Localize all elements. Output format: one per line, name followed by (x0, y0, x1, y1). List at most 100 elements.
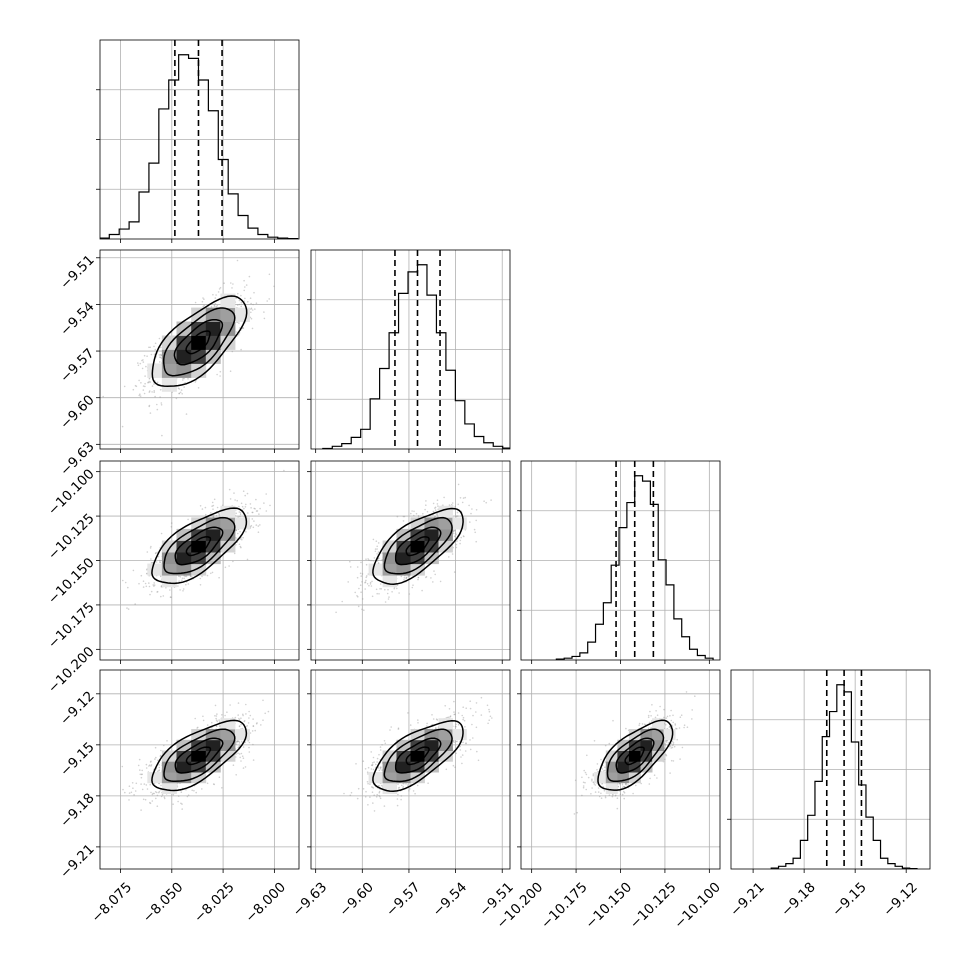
sample-point (431, 714, 433, 716)
sample-point (439, 580, 442, 583)
sample-point (604, 761, 606, 763)
sample-point (417, 515, 420, 517)
sample-point (238, 740, 240, 743)
sample-point (665, 717, 668, 719)
sample-point (177, 387, 180, 390)
sample-point (374, 548, 377, 550)
sample-point (230, 282, 232, 284)
sample-point (411, 510, 413, 512)
contour-level-0 (151, 295, 248, 387)
sample-point (393, 587, 396, 590)
contour-panel-3-1: −9.63 −9.60 −9.57 −9.54 −9.51 (290, 669, 517, 920)
sample-point (231, 350, 234, 353)
sample-point (197, 726, 199, 729)
sample-point (202, 305, 204, 308)
sample-point (616, 807, 619, 810)
sample-point (149, 346, 151, 349)
sample-point (197, 387, 200, 389)
density-cell (396, 750, 411, 762)
sample-point (195, 791, 197, 794)
sample-point (586, 754, 588, 757)
sample-point (243, 720, 246, 722)
sample-point (371, 786, 374, 789)
sample-point (472, 714, 474, 717)
sample-point (185, 413, 188, 415)
sample-point (416, 784, 419, 787)
sample-point (151, 385, 154, 387)
sample-point (434, 515, 436, 518)
sample-point (457, 712, 460, 714)
sample-point (240, 305, 242, 308)
sample-point (236, 740, 238, 743)
sample-point (449, 715, 452, 717)
y-tick-label: −10.175 (45, 599, 98, 652)
sample-point (242, 757, 245, 759)
sample-point (178, 388, 181, 390)
sample-point (251, 518, 254, 520)
x-tick-label: −9.63 (290, 879, 331, 920)
sample-point (425, 725, 428, 727)
sample-point (185, 575, 188, 578)
sample-point (583, 769, 585, 772)
sample-point (378, 769, 381, 772)
sample-point (659, 705, 661, 708)
density-cell (191, 739, 207, 751)
contour-level-0 (597, 719, 674, 791)
sample-point (371, 791, 374, 793)
sample-point (372, 787, 375, 789)
sample-point (196, 727, 198, 729)
sample-point (656, 777, 658, 779)
sample-point (373, 794, 376, 796)
sample-point (625, 784, 627, 786)
sample-point (145, 767, 148, 769)
sample-point (256, 510, 259, 512)
sample-point (244, 741, 247, 743)
density-cell (410, 563, 425, 576)
sample-point (158, 354, 161, 356)
sample-point (459, 745, 461, 748)
density-cell (176, 750, 192, 762)
sample-point (215, 305, 217, 308)
y-tick-label: −9.15 (57, 739, 98, 780)
sample-point (165, 587, 167, 589)
sample-point (235, 753, 237, 755)
sample-point (462, 497, 465, 499)
sample-point (211, 727, 213, 729)
sample-point (262, 719, 264, 721)
sample-point (219, 375, 221, 377)
sample-point (426, 722, 428, 725)
sample-point (264, 712, 267, 715)
sample-point (156, 805, 159, 807)
sample-point (141, 773, 143, 775)
sample-point (624, 783, 627, 785)
sample-point (641, 723, 644, 725)
sample-point (648, 783, 651, 785)
sample-point (380, 766, 382, 768)
density-cell (382, 563, 397, 576)
sample-point (148, 377, 151, 380)
contour-level-3 (405, 536, 430, 557)
sample-point (379, 749, 382, 751)
sample-point (453, 713, 456, 716)
density-cell (396, 761, 411, 773)
sample-point (150, 558, 152, 560)
sample-point (488, 708, 490, 711)
sample-point (366, 781, 369, 783)
sample-point (149, 381, 152, 383)
sample-point (250, 524, 253, 527)
sample-point (163, 797, 166, 800)
sample-point (144, 798, 147, 801)
sample-point (454, 532, 457, 534)
contour-level-0 (151, 507, 248, 585)
sample-point (180, 791, 183, 793)
sample-point (252, 303, 254, 306)
sample-point (151, 391, 153, 393)
sample-point (354, 591, 357, 594)
sample-point (177, 795, 180, 797)
sample-point (488, 719, 491, 721)
sample-point (411, 586, 414, 589)
sample-point (432, 510, 435, 513)
sample-point (211, 501, 214, 504)
sample-point (656, 714, 659, 716)
contour-level-1 (163, 728, 236, 782)
